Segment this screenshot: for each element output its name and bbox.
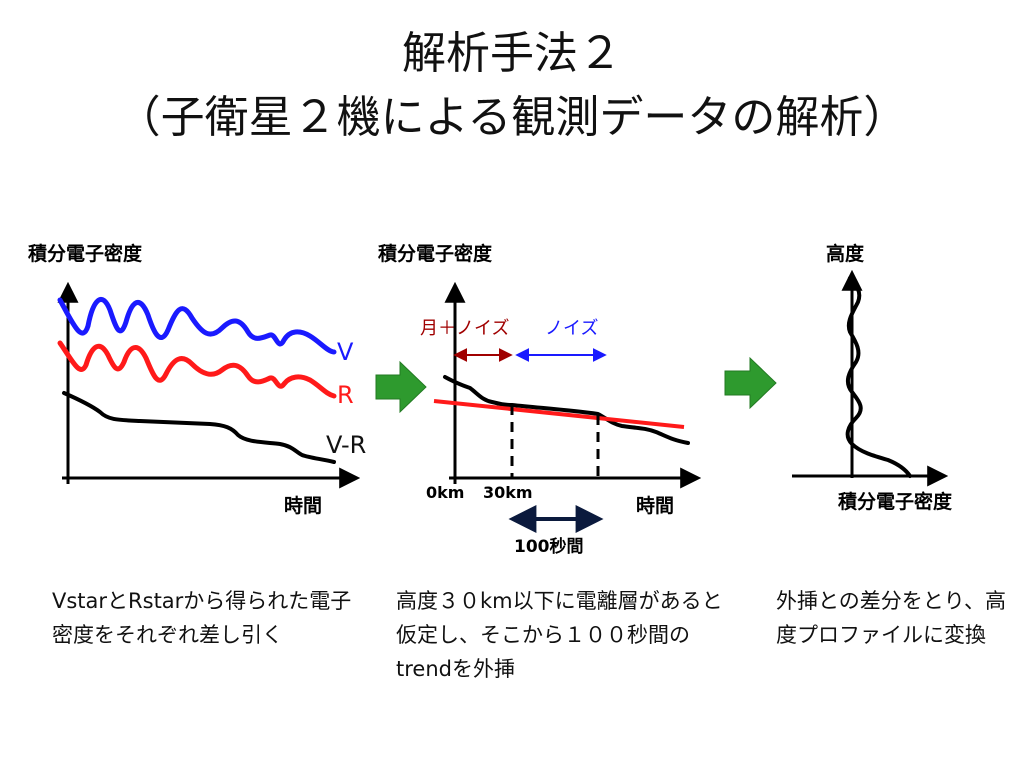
- v-label: V: [337, 338, 354, 366]
- caption-subtraction: VstarとRstarから得られた電子密度をそれぞれ差し引く: [52, 589, 352, 647]
- panel1-ylabel: 積分電子密度: [28, 242, 143, 265]
- tick-label-0km: 0km: [426, 483, 464, 502]
- noise-label: ノイズ: [545, 318, 598, 339]
- slide-title: 解析手法２: [402, 28, 622, 79]
- panel3-xlabel: 積分電子密度: [838, 490, 953, 513]
- analysis-diagram: 積分電子密度 V R V-R 時間 積分電子密度 月＋ノイズ ノイズ 0km 3…: [28, 242, 953, 557]
- tick-label-30km: 30km: [483, 483, 533, 502]
- altitude-profile-curve: [845, 276, 912, 478]
- panel2-xlabel: 時間: [636, 495, 674, 517]
- slide-subtitle: （子衛星２機による観測データの解析）: [116, 92, 908, 143]
- trend-line: [433, 399, 685, 429]
- moon-noise-label: 月＋ノイズ: [420, 318, 509, 339]
- caption-trend-extrapolation: 高度３０km以下に電離層があると仮定し、そこから１００秒間のtrendを外挿: [396, 589, 723, 681]
- r-label: R: [337, 381, 354, 409]
- v-curve: [57, 296, 337, 355]
- interval-label: 100秒間: [514, 536, 584, 557]
- green-arrow-icon: [375, 360, 427, 414]
- panel-trend-extrapolation: 積分電子密度 月＋ノイズ ノイズ 0km 30km 100秒間 時間: [378, 242, 702, 557]
- v-minus-r-curve: [62, 391, 336, 464]
- panel2-ylabel: 積分電子密度: [378, 242, 493, 265]
- caption-profile-conversion: 外挿との差分をとり、高度プロファイルに変換: [776, 589, 1006, 647]
- panel-altitude-profile: 高度 積分電子密度: [792, 242, 953, 513]
- v-minus-r-label: V-R: [326, 431, 366, 459]
- panel-subtraction: 積分電子密度 V R V-R 時間: [28, 242, 366, 517]
- r-curve: [57, 340, 337, 399]
- panel1-xlabel: 時間: [284, 495, 322, 517]
- green-arrow-icon: [724, 356, 777, 410]
- measured-curve: [443, 375, 690, 445]
- panel3-ylabel: 高度: [826, 242, 865, 265]
